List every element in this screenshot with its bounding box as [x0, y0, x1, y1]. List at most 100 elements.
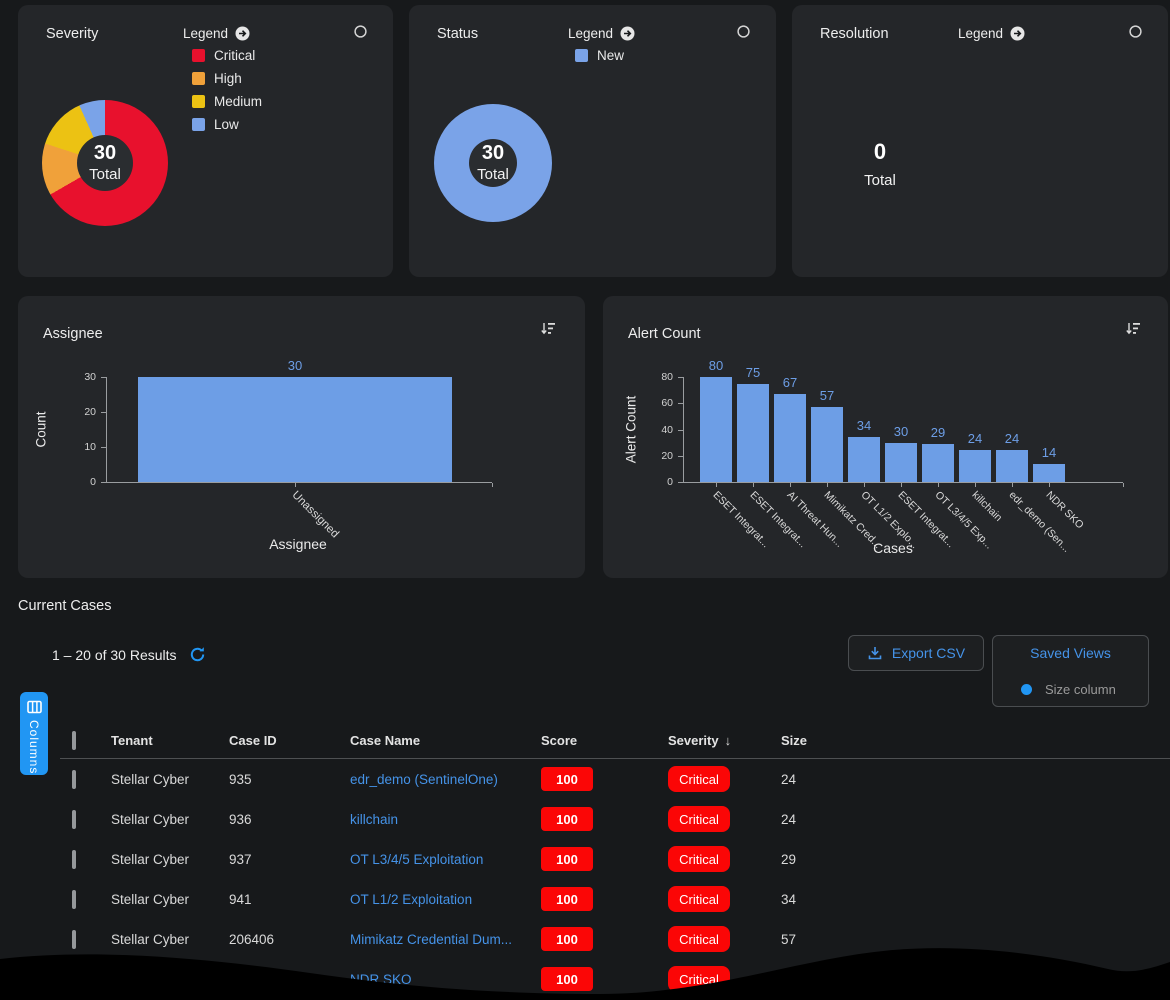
- results-row: 1 – 20 of 30 Results: [52, 646, 206, 663]
- legend-item-critical[interactable]: Critical: [192, 48, 262, 63]
- bar-ai-threat-hun-: [774, 394, 806, 482]
- x-axis-line: [683, 482, 1123, 483]
- legend-chip-icon: [192, 49, 205, 62]
- legend-item-low[interactable]: Low: [192, 117, 262, 132]
- x-tick: [975, 483, 976, 487]
- legend-item-high[interactable]: High: [192, 71, 262, 86]
- y-tick: [101, 447, 106, 448]
- bar-value-label: 30: [287, 358, 303, 373]
- bar-killchain: [959, 450, 991, 482]
- status-legend-toggle[interactable]: Legend: [568, 26, 635, 41]
- header-size[interactable]: Size: [781, 732, 808, 748]
- resolution-legend-toggle[interactable]: Legend: [958, 26, 1025, 41]
- cell-checkbox: [60, 769, 111, 789]
- select-all-checkbox[interactable]: [72, 730, 76, 750]
- row-checkbox[interactable]: [72, 849, 76, 869]
- legend-label: Legend: [958, 26, 1004, 41]
- cell-size: 29: [781, 851, 797, 867]
- export-csv-button[interactable]: Export CSV: [848, 635, 984, 671]
- case-name-link[interactable]: Mimikatz Credential Dum...: [350, 931, 513, 947]
- x-axis-end-tick: [492, 483, 493, 487]
- severity-badge: Critical: [668, 766, 730, 792]
- refresh-icon[interactable]: [189, 646, 206, 663]
- card-options-circle-icon[interactable]: [354, 25, 367, 38]
- resolution-total: 0 Total: [840, 139, 920, 191]
- case-name-link[interactable]: edr_demo (SentinelOne): [350, 771, 498, 787]
- severity-badge: Critical: [668, 966, 730, 992]
- status-donut-hole: [469, 139, 517, 187]
- card-options-circle-icon[interactable]: [1129, 25, 1142, 38]
- header-score[interactable]: Score: [541, 732, 578, 748]
- severity-donut-hole: [77, 135, 133, 191]
- cell-tenant: Stellar Cyber: [111, 931, 190, 947]
- cell-severity: Critical: [668, 886, 781, 912]
- x-tick: [295, 483, 296, 487]
- case-name-link[interactable]: OT L3/4/5 Exploitation: [350, 851, 484, 867]
- cell-checkbox: [60, 969, 111, 989]
- header-severity[interactable]: Severity ↓: [668, 733, 781, 748]
- header-case-name[interactable]: Case Name: [350, 732, 421, 748]
- cell-case-id: 935: [229, 771, 252, 787]
- bar-value-label: 29: [930, 425, 946, 440]
- row-checkbox[interactable]: [72, 969, 76, 989]
- score-badge: 100: [541, 967, 593, 991]
- cell-severity: Critical: [668, 766, 781, 792]
- cell-case-id: 206406: [229, 931, 275, 947]
- sort-descending-icon[interactable]: [539, 320, 557, 338]
- row-checkbox[interactable]: [72, 809, 76, 829]
- table-header-row: Tenant Case ID Case Name Score Severity ↓…: [60, 722, 1170, 759]
- cell-case-name: Mimikatz Credential Dum...: [350, 932, 541, 947]
- severity-badge: Critical: [668, 846, 730, 872]
- sort-descending-icon[interactable]: [1124, 320, 1142, 338]
- cell-case-name: NDR SKO: [350, 972, 541, 987]
- saved-view-dot-icon: [1021, 684, 1032, 695]
- saved-views-button[interactable]: Saved Views: [1030, 645, 1111, 661]
- current-cases-title: Current Cases: [18, 598, 112, 614]
- severity-badge: Critical: [668, 886, 730, 912]
- legend-label: Legend: [183, 26, 229, 41]
- y-axis-line: [106, 377, 107, 482]
- table-row: Stellar Cyber 935 edr_demo (SentinelOne) 10…: [60, 759, 1170, 799]
- legend-item-new[interactable]: New: [575, 48, 624, 63]
- case-name-link[interactable]: OT L1/2 Exploitation: [350, 891, 473, 907]
- bar-value-label: 34: [856, 418, 872, 433]
- legend-item-label: Critical: [214, 48, 256, 63]
- cell-tenant: Stellar Cyber: [111, 771, 190, 787]
- severity-card-title: Severity: [46, 26, 99, 42]
- alert-count-plot: 0 20 40 60 80 80 ESET Integrat... 75 ESET Integr…: [603, 296, 1168, 578]
- export-csv-label: Export CSV: [891, 645, 966, 661]
- cell-case-id: 937: [229, 851, 252, 867]
- y-tick: [678, 429, 683, 431]
- x-tick: [901, 483, 902, 487]
- cell-size: 24: [781, 771, 797, 787]
- columns-grid-icon: [26, 700, 42, 714]
- card-options-circle-icon[interactable]: [737, 25, 750, 38]
- header-tenant[interactable]: Tenant: [111, 732, 153, 748]
- header-case-id[interactable]: Case ID: [229, 732, 277, 748]
- case-name-link[interactable]: NDR SKO: [350, 971, 412, 987]
- x-tick: [790, 483, 791, 487]
- severity-badge: Critical: [668, 926, 730, 952]
- columns-button[interactable]: Columns: [20, 692, 48, 775]
- severity-legend-toggle[interactable]: Legend: [183, 26, 250, 41]
- cell-severity: Critical: [668, 846, 781, 872]
- cell-case-id: 941: [229, 891, 252, 907]
- y-tick: [101, 377, 106, 378]
- legend-chip-icon: [192, 72, 205, 85]
- case-name-link[interactable]: killchain: [350, 811, 399, 827]
- row-checkbox[interactable]: [72, 929, 76, 949]
- saved-view-size-column[interactable]: Size column: [1021, 682, 1116, 697]
- score-badge: 100: [541, 767, 593, 791]
- cell-score: 100: [541, 807, 668, 831]
- cell-tenant: Stellar Cyber: [111, 891, 190, 907]
- legend-item-medium[interactable]: Medium: [192, 94, 262, 109]
- columns-button-label: Columns: [27, 720, 41, 775]
- bar-value-label: 75: [745, 365, 761, 380]
- row-checkbox[interactable]: [72, 769, 76, 789]
- y-tick-label: 20: [661, 449, 673, 462]
- score-badge: 100: [541, 927, 593, 951]
- y-tick: [678, 455, 683, 457]
- row-checkbox[interactable]: [72, 889, 76, 909]
- legend-chip-icon: [192, 95, 205, 108]
- table-row: Stellar Cyber 206406 Mimikatz Credential D…: [60, 919, 1170, 959]
